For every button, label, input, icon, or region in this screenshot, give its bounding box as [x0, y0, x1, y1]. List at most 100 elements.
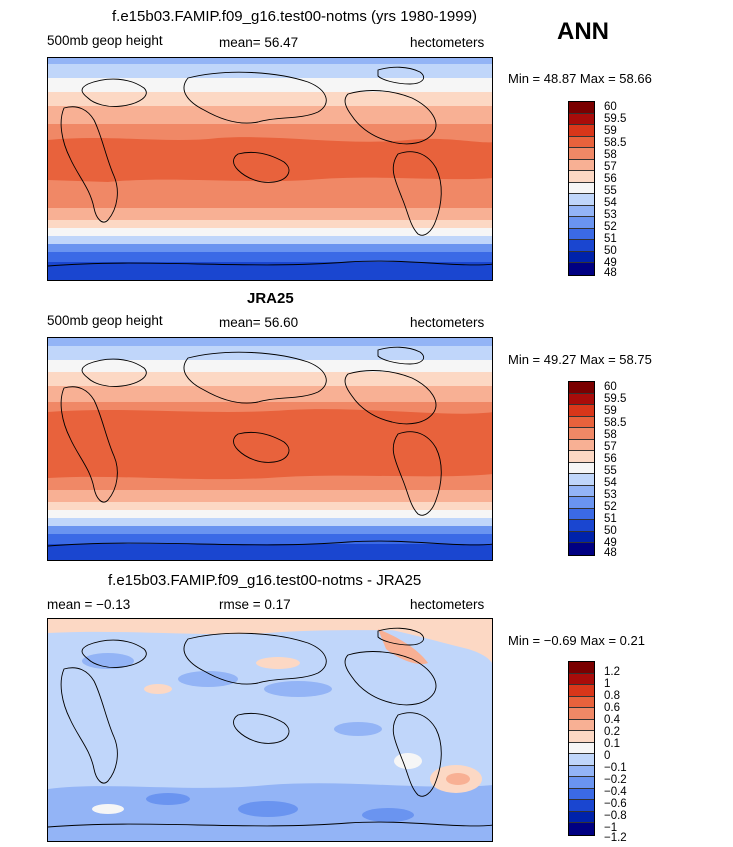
- colorbar-swatch: [569, 263, 594, 275]
- colorbar-swatch: [569, 148, 594, 160]
- colorbar-swatch: [569, 205, 594, 218]
- panel-1-colorbar-label: 54: [604, 197, 617, 209]
- panel-3-colorbar-label: 1: [604, 678, 611, 690]
- panel-3-colorbar-label: 0.2: [604, 726, 620, 738]
- panel-2-colorbar-label: 52: [604, 501, 617, 513]
- panel-2-colorbar-label: 48: [604, 547, 617, 559]
- panel-3-colorbar-label: 0.8: [604, 690, 620, 702]
- panel-1-variable-label: 500mb geop height: [47, 33, 163, 48]
- panel-2-min-max: Min = 49.27 Max = 58.75: [508, 352, 652, 367]
- colorbar-swatch: [569, 405, 594, 417]
- season-label: ANN: [557, 18, 609, 45]
- colorbar-swatch: [569, 742, 594, 755]
- colorbar-swatch: [569, 194, 594, 206]
- panel-3-colorbar-label: 1.2: [604, 666, 620, 678]
- colorbar-swatch: [569, 731, 594, 743]
- colorbar-swatch: [569, 788, 594, 801]
- colorbar-swatch: [569, 673, 594, 686]
- colorbar-swatch: [569, 765, 594, 778]
- panel-3-colorbar-label: 0.1: [604, 738, 620, 750]
- panel-3-map-svg: [48, 619, 492, 841]
- colorbar-swatch: [569, 520, 594, 532]
- panel-1-colorbar-label: 49: [604, 257, 617, 269]
- panel-2-colorbar-label: 49: [604, 537, 617, 549]
- panel-3-colorbar-label: −0.1: [604, 762, 627, 774]
- colorbar-swatch: [569, 531, 594, 544]
- panel-2-title: JRA25: [247, 290, 294, 307]
- colorbar-swatch: [569, 543, 594, 555]
- panel-1-title: f.e15b03.FAMIP.f09_g16.test00-notms (yrs…: [112, 8, 477, 25]
- panel-3-rmse-label: rmse = 0.17: [219, 597, 291, 612]
- colorbar-swatch: [569, 662, 594, 674]
- panel-2-units-label: hectometers: [410, 315, 485, 330]
- panel-3-units-label: hectometers: [410, 597, 485, 612]
- panel-1-colorbar-label: 53: [604, 209, 617, 221]
- panel-2-colorbar-label: 58.5: [604, 417, 627, 429]
- panel-3-colorbar-label: −0.4: [604, 786, 627, 798]
- panel-3-mean-label: mean = −0.13: [47, 597, 131, 612]
- panel-1-colorbar-label: 50: [604, 245, 617, 257]
- colorbar-swatch: [569, 393, 594, 406]
- panel-3-colorbar-label: 0.4: [604, 714, 620, 726]
- panel-2-colorbar-label: 59: [604, 405, 617, 417]
- colorbar-swatch: [569, 823, 594, 835]
- panel-2-variable-label: 500mb geop height: [47, 313, 163, 328]
- colorbar-swatch: [569, 696, 594, 709]
- panel-1-colorbar-label: 58.5: [604, 137, 627, 149]
- panel-1-mean-label: mean= 56.47: [219, 35, 299, 50]
- colorbar-swatch: [569, 171, 594, 183]
- colorbar-swatch: [569, 113, 594, 126]
- panel-2-colorbar-label: 53: [604, 489, 617, 501]
- colorbar-swatch: [569, 451, 594, 463]
- colorbar-swatch: [569, 102, 594, 114]
- colorbar-swatch: [569, 251, 594, 264]
- panel-2-map-svg: [48, 338, 492, 560]
- colorbar-swatch: [569, 811, 594, 824]
- colorbar-swatch: [569, 685, 594, 697]
- colorbar-swatch: [569, 136, 594, 149]
- panel-3-min-max: Min = −0.69 Max = 0.21: [508, 633, 645, 648]
- panel-1-colorbar-label: 56: [604, 173, 617, 185]
- panel-2-colorbar-label: 56: [604, 453, 617, 465]
- colorbar-swatch: [569, 777, 594, 789]
- colorbar-swatch: [569, 508, 594, 521]
- panel-1-colorbar-label: 48: [604, 267, 617, 279]
- panel-3-colorbar-label: −0.2: [604, 774, 627, 786]
- panel-1-colorbar-label: 52: [604, 221, 617, 233]
- panel-1-colorbar-label: 60: [604, 101, 617, 113]
- panel-1-colorbar-label: 59.5: [604, 113, 627, 125]
- colorbar-swatch: [569, 708, 594, 720]
- colorbar-swatch: [569, 182, 594, 195]
- panel-2-mean-label: mean= 56.60: [219, 315, 299, 330]
- colorbar-swatch: [569, 228, 594, 241]
- panel-2-colorbar-label: 50: [604, 525, 617, 537]
- colorbar-swatch: [569, 485, 594, 498]
- colorbar-swatch: [569, 428, 594, 440]
- colorbar-swatch: [569, 125, 594, 137]
- colorbar-swatch: [569, 719, 594, 732]
- colorbar-swatch: [569, 382, 594, 394]
- colorbar-swatch: [569, 800, 594, 812]
- panel-2-map: [47, 337, 493, 561]
- panel-2-colorbar-label: 51: [604, 513, 617, 525]
- panel-1-colorbar-label: 51: [604, 233, 617, 245]
- colorbar-swatch: [569, 159, 594, 172]
- panel-3-colorbar: [568, 661, 595, 836]
- panel-2-colorbar-label: 54: [604, 477, 617, 489]
- panel-2-colorbar-label: 55: [604, 465, 617, 477]
- colorbar-swatch: [569, 240, 594, 252]
- panel-3-colorbar-label: 0.6: [604, 702, 620, 714]
- colorbar-swatch: [569, 416, 594, 429]
- colorbar-swatch: [569, 439, 594, 452]
- panel-3-colorbar-label: 0: [604, 750, 611, 762]
- panel-1-colorbar-label: 58: [604, 149, 617, 161]
- panel-1-min-max: Min = 48.87 Max = 58.66: [508, 71, 652, 86]
- colorbar-swatch: [569, 474, 594, 486]
- panel-1-map: [47, 57, 493, 281]
- panel-2-colorbar-label: 57: [604, 441, 617, 453]
- panel-3-colorbar-label: −1.2: [604, 832, 627, 844]
- colorbar-swatch: [569, 462, 594, 475]
- panel-1-colorbar-label: 59: [604, 125, 617, 137]
- colorbar-swatch: [569, 497, 594, 509]
- panel-2-colorbar-label: 59.5: [604, 393, 627, 405]
